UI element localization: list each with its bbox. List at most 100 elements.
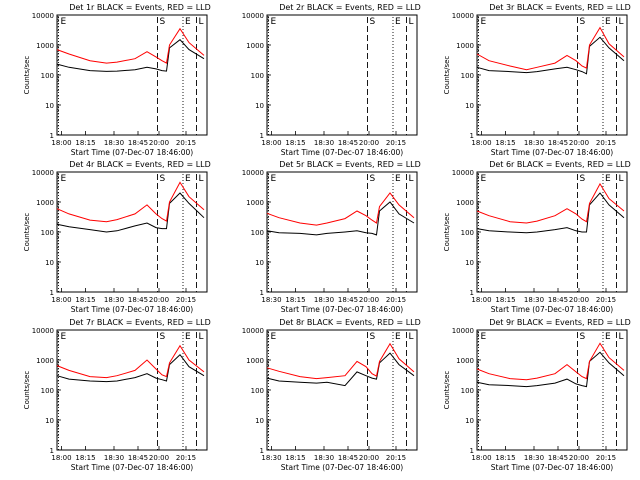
chart-8-y-tick-label: 10	[255, 417, 264, 425]
chart-3-series-black-line	[476, 36, 625, 75]
chart-3-x-tick-label: 20:15	[596, 139, 616, 147]
chart-1-event-marker-label: S	[160, 17, 166, 27]
chart-1-y-tick-label: 1	[50, 132, 54, 140]
chart-4-y-tick-label: 100	[41, 229, 54, 237]
chart-2-event-marker-label: E	[271, 17, 277, 27]
chart-9-x-axis-label: Start Time (07-Dec-07 18:46:00)	[491, 463, 613, 472]
chart-2-x-tick-label: 18:30	[314, 139, 334, 147]
chart-3-event-marker-label: E	[481, 17, 487, 27]
chart-9-event-marker-label: L	[619, 332, 624, 342]
chart-4-x-tick-label: 20:15	[176, 296, 196, 304]
chart-1-series-black-line	[56, 39, 205, 72]
chart-6-y-tick-label: 1	[470, 289, 474, 297]
chart-7-title: Det 7r BLACK = Events, RED = LLD	[69, 318, 211, 327]
chart-1-event-marker-label: E	[185, 17, 191, 27]
chart-8-y-tick-label: 1000	[246, 357, 264, 365]
chart-6-y-axis-label: Counts/sec	[443, 213, 451, 252]
chart-5-x-tick-label: 18:45	[338, 296, 358, 304]
chart-2-x-tick-label: 18:15	[285, 139, 305, 147]
chart-5-event-marker-label: L	[409, 174, 414, 184]
chart-3-event-marker-label: S	[580, 17, 586, 27]
chart-8-x-tick-label: 18:15	[285, 454, 305, 462]
chart-9-y-axis-label: Counts/sec	[443, 371, 451, 410]
chart-5-x-tick-label: 20:00	[359, 296, 379, 304]
chart-4-x-tick-label: 18:30	[104, 296, 124, 304]
chart-2-event-marker-label: E	[395, 17, 401, 27]
chart-8-event-marker-label: S	[370, 332, 376, 342]
chart-8-x-axis-label: Start Time (07-Dec-07 18:46:00)	[281, 463, 403, 472]
chart-1-event-marker-label: L	[199, 17, 204, 27]
chart-2-x-axis-label: Start Time (07-Dec-07 18:46:00)	[281, 148, 403, 157]
chart-5-title: Det 5r BLACK = Events, RED = LLD	[279, 160, 421, 169]
chart-1-plot-frame	[56, 14, 208, 136]
chart-3-y-tick-label: 10000	[452, 12, 474, 20]
chart-2-title: Det 2r BLACK = Events, RED = LLD	[279, 3, 421, 12]
chart-7-y-tick-label: 1	[50, 447, 54, 455]
chart-7-x-tick-label: 18:30	[104, 454, 124, 462]
chart-3-y-axis-label: Counts/sec	[443, 56, 451, 95]
chart-5-x-axis-label: Start Time (07-Dec-07 18:46:00)	[281, 305, 403, 314]
chart-9-y-tick-label: 10000	[452, 327, 474, 335]
chart-5-series-black-line	[266, 201, 415, 236]
chart-1-x-tick-label: 18:45	[128, 139, 148, 147]
chart-1-x-tick-label: 20:15	[176, 139, 196, 147]
chart-1-series-red-line	[56, 27, 205, 64]
chart-6-x-tick-label: 20:00	[569, 296, 589, 304]
chart-6-series-black-line	[476, 192, 625, 234]
chart-5-y-tick-label: 100	[251, 229, 264, 237]
chart-1-x-axis-label: Start Time (07-Dec-07 18:46:00)	[71, 148, 193, 157]
chart-9-x-tick-label: 18:00	[471, 454, 491, 462]
chart-2-y-tick-label: 100	[251, 72, 264, 80]
chart-7-event-marker-label: S	[160, 332, 166, 342]
chart-6-y-tick-label: 1000	[456, 199, 474, 207]
chart-6-y-tick-label: 10000	[452, 169, 474, 177]
chart-5-event-marker-label: S	[370, 174, 376, 184]
chart-7-plot-frame	[56, 329, 208, 451]
chart-5-x-tick-label: 20:15	[386, 296, 406, 304]
chart-8-event-marker-label: E	[271, 332, 277, 342]
chart-4-y-tick-label: 10	[45, 259, 54, 267]
chart-8-series-red-line	[266, 342, 415, 380]
chart-8-event-marker-label: E	[395, 332, 401, 342]
chart-1-y-tick-label: 100	[41, 72, 54, 80]
chart-7-y-tick-label: 100	[41, 387, 54, 395]
chart-7-x-tick-label: 20:15	[176, 454, 196, 462]
chart-5-event-marker-label: E	[395, 174, 401, 184]
chart-7-event-marker-label: L	[199, 332, 204, 342]
chart-4-y-tick-label: 1	[50, 289, 54, 297]
chart-6-y-tick-label: 10	[465, 259, 474, 267]
chart-9-event-marker-label: E	[481, 332, 487, 342]
chart-3-x-tick-label: 18:30	[524, 139, 544, 147]
chart-6-x-axis-label: Start Time (07-Dec-07 18:46:00)	[491, 305, 613, 314]
chart-5-x-tick-label: 18:30	[314, 296, 334, 304]
chart-9-y-tick-label: 100	[461, 387, 474, 395]
chart-3-x-tick-label: 18:15	[495, 139, 515, 147]
chart-6-y-tick-label: 100	[461, 229, 474, 237]
chart-4-y-tick-label: 1000	[36, 199, 54, 207]
chart-1-x-tick-label: 20:00	[149, 139, 169, 147]
chart-4-x-tick-label: 18:00	[51, 296, 71, 304]
chart-3-y-tick-label: 10	[465, 102, 474, 110]
chart-7-series-red-line	[56, 344, 205, 379]
chart-1-y-tick-label: 1000	[36, 42, 54, 50]
chart-3-series-red-line	[476, 26, 625, 71]
chart-7-y-tick-label: 1000	[36, 357, 54, 365]
chart-5-x-tick-label: 18:15	[285, 296, 305, 304]
chart-3-event-marker-label: L	[619, 17, 624, 27]
chart-6-x-tick-label: 18:00	[471, 296, 491, 304]
chart-8-y-tick-label: 10000	[242, 327, 264, 335]
chart-3-plot-frame	[476, 14, 628, 136]
chart-6-series-red-line	[476, 182, 625, 224]
chart-2-y-tick-label: 10000	[242, 12, 264, 20]
chart-7-x-tick-label: 18:45	[128, 454, 148, 462]
chart-4-y-tick-label: 10000	[32, 169, 54, 177]
chart-3-y-tick-label: 100	[461, 72, 474, 80]
chart-4-event-marker-label: E	[185, 174, 191, 184]
chart-7-x-tick-label: 18:15	[75, 454, 95, 462]
chart-9-event-marker-label: E	[605, 332, 611, 342]
chart-4-event-marker-label: S	[160, 174, 166, 184]
chart-9-x-tick-label: 20:00	[569, 454, 589, 462]
chart-8-x-tick-label: 18:30	[261, 454, 281, 462]
chart-8-series-black-line	[266, 352, 415, 387]
chart-3-x-axis-label: Start Time (07-Dec-07 18:46:00)	[491, 148, 613, 157]
